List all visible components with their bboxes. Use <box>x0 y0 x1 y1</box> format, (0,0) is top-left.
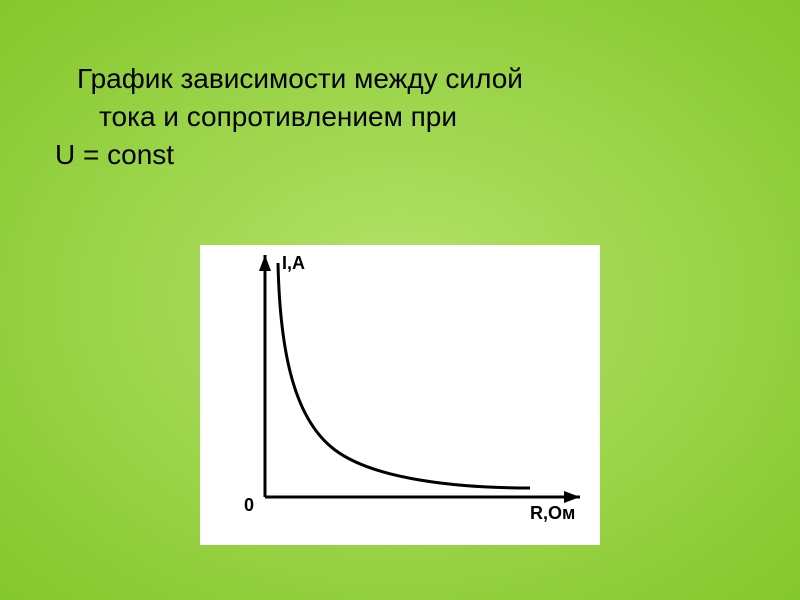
chart-panel: I,А R,Ом 0 <box>200 245 600 545</box>
origin-label: 0 <box>244 495 254 516</box>
slide-title: График зависимости между силой тока и со… <box>55 60 745 173</box>
chart-svg <box>200 245 600 545</box>
title-line-3: U = const <box>55 136 745 174</box>
y-axis-arrow <box>259 255 271 271</box>
title-line-2: тока и сопротивлением при <box>55 98 745 136</box>
curve <box>278 263 530 488</box>
x-axis-label: R,Ом <box>530 503 575 524</box>
y-axis-label: I,А <box>282 253 305 274</box>
x-axis-arrow <box>564 491 580 503</box>
title-line-1: График зависимости между силой <box>55 60 745 98</box>
slide: График зависимости между силой тока и со… <box>0 0 800 600</box>
